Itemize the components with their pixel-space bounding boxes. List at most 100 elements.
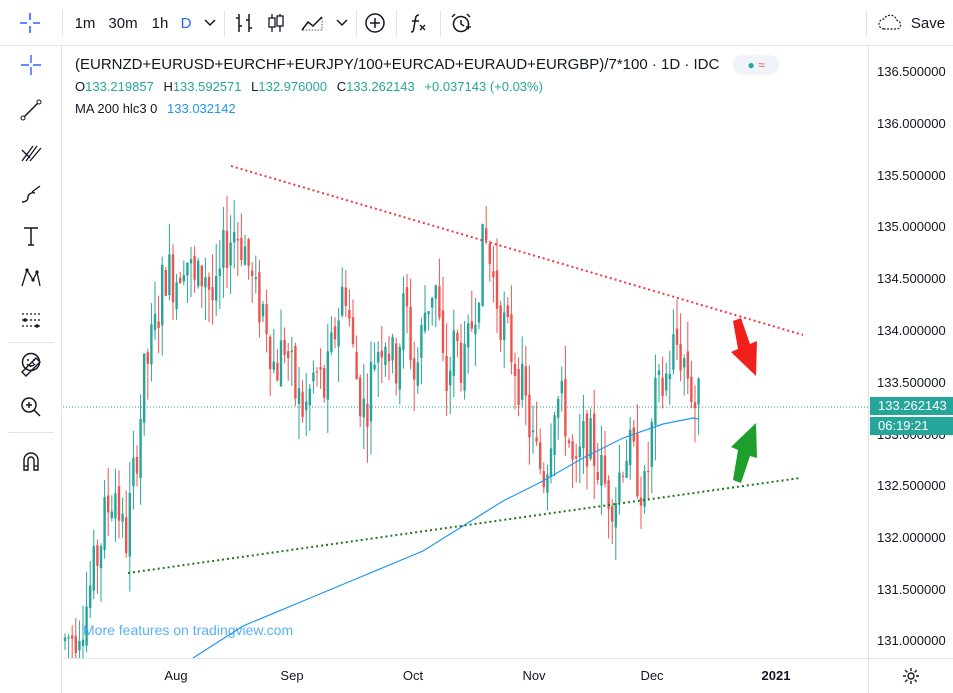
prediction-tool-button[interactable] <box>12 302 50 338</box>
candle-body <box>657 370 661 375</box>
pattern-tool-button[interactable] <box>12 260 50 296</box>
close-key: C <box>336 79 347 94</box>
candle-body <box>423 312 427 332</box>
gear-icon <box>903 668 919 684</box>
bars-style-button[interactable] <box>230 0 258 46</box>
candle-body <box>207 276 211 290</box>
chart-pane[interactable]: (EURNZD+EURUSD+EURCHF+EURJPY/100+EURCAD+… <box>63 46 868 658</box>
candle-body <box>621 475 625 477</box>
price-scale[interactable]: 136.500000 136.000000 135.500000 135.000… <box>868 46 953 658</box>
interval-30m-button[interactable]: 30m <box>108 14 138 32</box>
candle-body <box>668 374 671 380</box>
drawing-toolbar <box>0 46 62 693</box>
candle-body <box>650 421 653 467</box>
resistance-trendline <box>230 165 804 336</box>
compare-symbol-button[interactable] <box>362 0 388 46</box>
candle-body <box>470 321 473 329</box>
time-scale[interactable]: Aug Sep Oct Nov Dec 2021 <box>63 658 868 693</box>
candle-body <box>128 492 131 557</box>
candle-body <box>229 242 232 266</box>
candle-body <box>63 637 67 642</box>
save-button[interactable]: Save <box>874 0 948 46</box>
candle-body <box>204 277 207 288</box>
candle-body <box>171 254 175 303</box>
fib-tool-button[interactable] <box>12 134 50 170</box>
candle-body <box>161 264 164 326</box>
candle-body <box>153 313 157 331</box>
ma-value: 133.032142 <box>167 101 236 116</box>
candle-body <box>117 486 121 521</box>
candle-body <box>110 511 113 519</box>
candle-body <box>373 364 376 370</box>
area-style-button[interactable] <box>296 0 328 46</box>
candle-body <box>524 366 527 396</box>
candle-body <box>211 287 214 301</box>
crosshair-tool-button[interactable] <box>12 47 50 83</box>
candle-body <box>686 351 689 379</box>
candle-body <box>582 421 585 449</box>
high-value: 133.592571 <box>172 79 242 94</box>
time-tick-label: Nov <box>522 668 546 683</box>
bars-icon <box>236 14 252 32</box>
indicators-button[interactable] <box>404 0 432 46</box>
candle-body <box>251 270 254 277</box>
candle-body <box>391 336 394 361</box>
time-tick-label: Aug <box>164 668 188 683</box>
candles-style-button[interactable] <box>262 0 290 46</box>
candle-body <box>85 606 88 646</box>
candle-body <box>603 455 607 484</box>
interval-1h-button[interactable]: 1h <box>151 14 169 32</box>
interval-d-button[interactable]: D <box>180 14 192 32</box>
candle-body <box>409 306 412 361</box>
market-status-badge[interactable]: ● ≈ <box>733 55 780 76</box>
candle-body <box>265 304 268 335</box>
candle-body <box>654 377 657 426</box>
interval-1m-button[interactable]: 1m <box>74 14 96 32</box>
brush-tool-button[interactable] <box>12 176 50 212</box>
text-tool-button[interactable] <box>12 218 50 254</box>
ma-row[interactable]: MA 200 hlc3 0 133.032142 <box>75 98 779 120</box>
chart-type-dropdown-button[interactable] <box>332 0 352 46</box>
candle-body <box>693 402 697 409</box>
candle-body <box>351 317 355 345</box>
candle-body <box>697 378 700 405</box>
interval-dropdown-button[interactable] <box>200 0 220 46</box>
candle-body <box>107 495 110 513</box>
candle-body <box>330 332 333 353</box>
candle-body <box>456 332 459 342</box>
candle-body <box>513 363 517 376</box>
measure-tool-button[interactable] <box>12 349 50 385</box>
candle-body <box>492 271 495 278</box>
toolbar-divider <box>396 10 397 36</box>
candle-body <box>495 270 499 309</box>
candle-body <box>463 343 466 391</box>
candle-body <box>114 493 117 519</box>
candle-body <box>359 377 362 417</box>
candle-body <box>546 474 549 493</box>
candle-body <box>510 314 513 363</box>
symbol-title[interactable]: (EURNZD+EURUSD+EURCHF+EURJPY/100+EURCAD+… <box>75 56 720 73</box>
trend-line-tool-button[interactable] <box>12 92 50 128</box>
price-tick-label: 136.500000 <box>877 64 946 79</box>
candle-body <box>308 388 311 406</box>
candle-body <box>74 636 77 654</box>
candle-body <box>636 434 639 497</box>
candle-body <box>99 546 103 569</box>
candle-body <box>78 641 81 651</box>
candle-body <box>157 321 160 328</box>
candle-body <box>405 287 409 307</box>
time-tick-label: Oct <box>402 668 424 683</box>
candle-body <box>290 350 293 352</box>
candle-body <box>614 502 617 528</box>
symbol-search-button[interactable] <box>8 0 52 46</box>
candle-body <box>279 340 283 387</box>
magnet-tool-button[interactable] <box>12 444 50 480</box>
candle-body <box>560 380 563 394</box>
symbol-row: (EURNZD+EURUSD+EURCHF+EURJPY/100+EURCAD+… <box>75 54 780 76</box>
zoom-tool-button[interactable] <box>12 389 50 425</box>
alert-button[interactable] <box>446 0 476 46</box>
watermark-link[interactable]: More features on tradingview.com <box>83 622 294 638</box>
price-chart[interactable] <box>63 46 868 658</box>
candle-body <box>647 470 650 472</box>
chart-settings-button[interactable] <box>868 658 953 693</box>
